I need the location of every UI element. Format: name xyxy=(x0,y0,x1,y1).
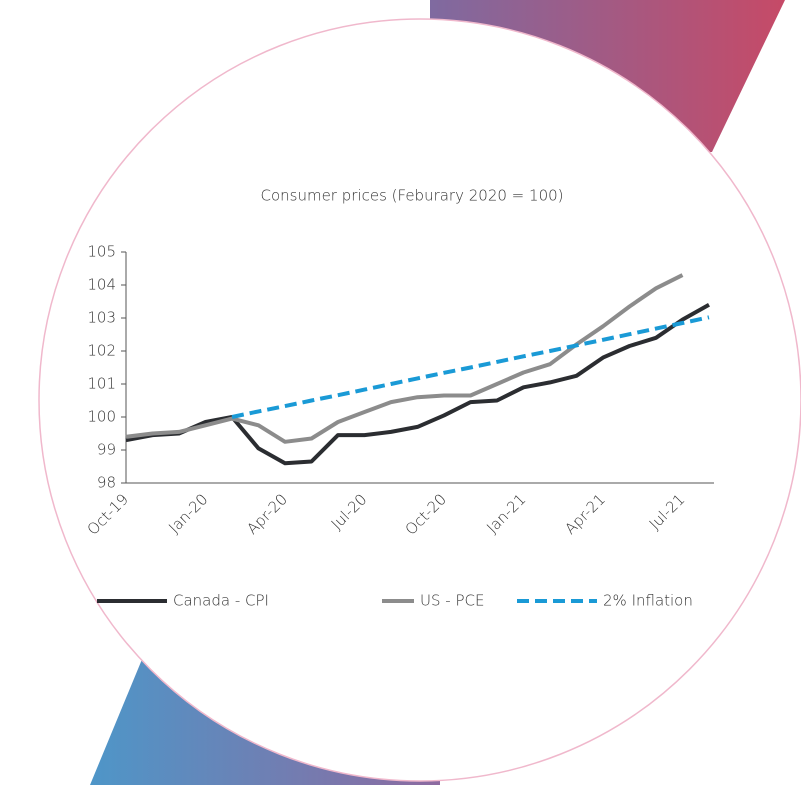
y-tick-label: 101 xyxy=(87,375,116,393)
y-tick-label: 100 xyxy=(87,408,116,426)
y-tick-label: 99 xyxy=(97,441,116,459)
legend-label: 2% Inflation xyxy=(603,592,693,610)
y-tick-label: 98 xyxy=(97,474,116,492)
series-line xyxy=(125,303,710,466)
y-tick-label: 103 xyxy=(87,309,116,327)
y-tick-label: 102 xyxy=(87,342,116,360)
series-line xyxy=(125,273,684,444)
y-tick-label: 104 xyxy=(87,276,116,294)
y-tick-label: 105 xyxy=(87,243,116,261)
legend-label: US - PCE xyxy=(420,592,484,610)
legend-label: Canada - CPI xyxy=(173,592,269,610)
chart-title: Consumer prices (Feburary 2020 = 100) xyxy=(260,187,563,205)
circle-frame xyxy=(38,18,801,782)
series-line xyxy=(231,315,710,419)
